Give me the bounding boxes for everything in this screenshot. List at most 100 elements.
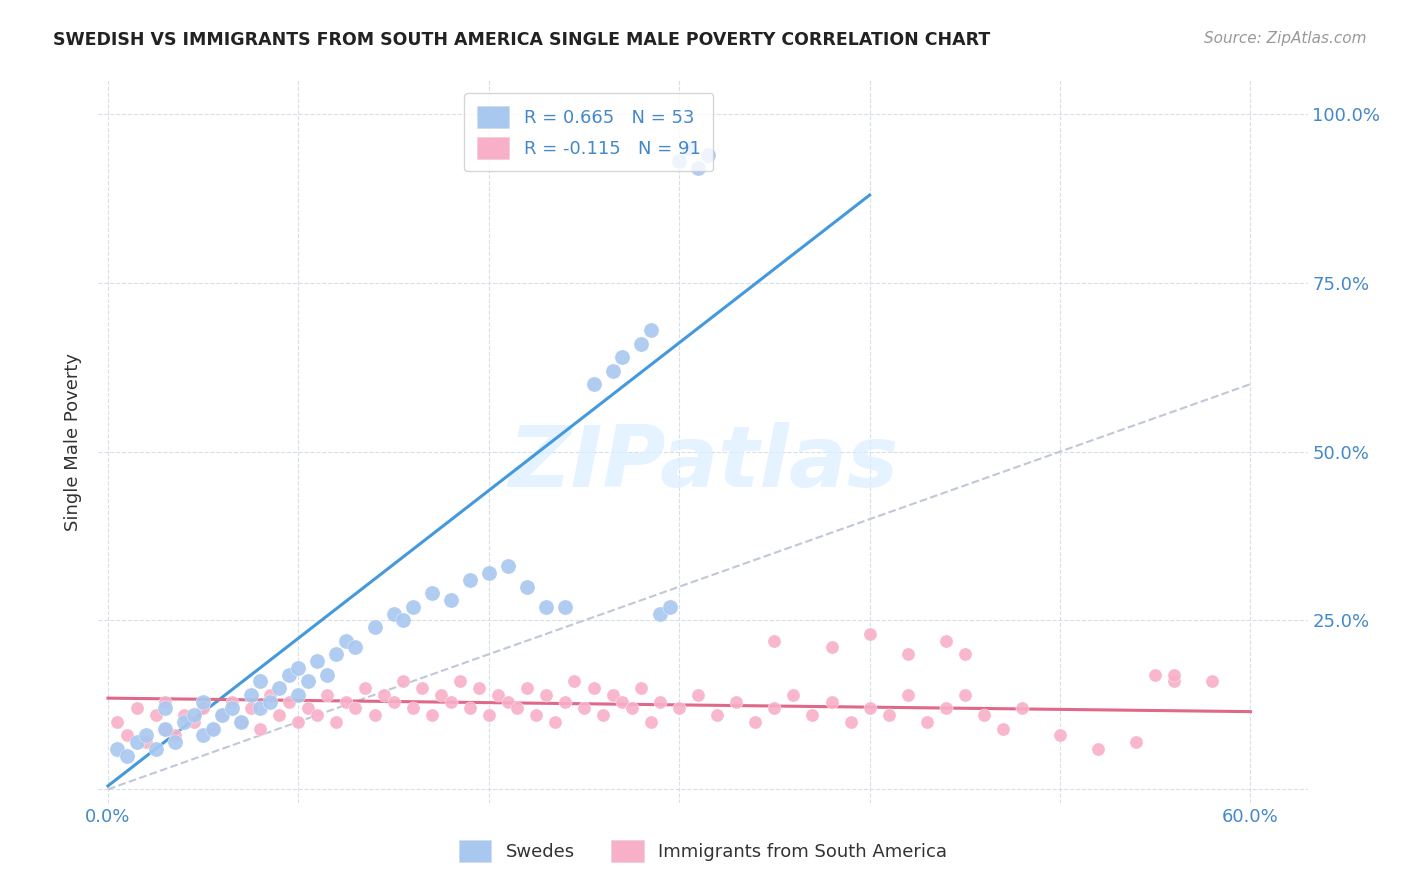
Point <box>564 674 586 689</box>
Point <box>630 336 652 351</box>
Point <box>259 694 281 708</box>
Point <box>335 694 357 708</box>
Point <box>287 661 309 675</box>
Point <box>1049 728 1071 742</box>
Point <box>153 694 176 708</box>
Point <box>153 722 176 736</box>
Point <box>221 694 243 708</box>
Point <box>173 714 195 729</box>
Text: ZIPatlas: ZIPatlas <box>508 422 898 505</box>
Point <box>449 674 471 689</box>
Point <box>125 735 148 749</box>
Point <box>458 573 481 587</box>
Point <box>115 748 138 763</box>
Point <box>363 708 385 723</box>
Text: SWEDISH VS IMMIGRANTS FROM SOUTH AMERICA SINGLE MALE POVERTY CORRELATION CHART: SWEDISH VS IMMIGRANTS FROM SOUTH AMERICA… <box>53 31 991 49</box>
Point <box>650 694 672 708</box>
Point <box>897 647 920 661</box>
Point <box>668 701 690 715</box>
Point <box>640 323 662 337</box>
Point <box>191 694 214 708</box>
Point <box>1011 701 1033 715</box>
Point <box>478 566 501 581</box>
Point <box>496 694 519 708</box>
Point <box>478 708 501 723</box>
Point <box>1144 667 1167 681</box>
Point <box>316 688 339 702</box>
Point <box>486 688 509 702</box>
Point <box>554 694 576 708</box>
Point <box>1201 674 1223 689</box>
Point <box>231 714 253 729</box>
Point <box>269 681 291 695</box>
Point <box>440 593 463 607</box>
Point <box>678 141 700 155</box>
Point <box>249 701 271 715</box>
Point <box>191 728 214 742</box>
Point <box>382 607 405 621</box>
Point <box>801 708 824 723</box>
Point <box>135 728 157 742</box>
Point <box>953 647 976 661</box>
Point <box>877 708 900 723</box>
Point <box>211 708 233 723</box>
Point <box>145 741 167 756</box>
Point <box>991 722 1014 736</box>
Point <box>440 694 463 708</box>
Point <box>183 714 205 729</box>
Y-axis label: Single Male Poverty: Single Male Poverty <box>65 352 83 531</box>
Point <box>401 701 423 715</box>
Point <box>516 681 538 695</box>
Point <box>763 633 786 648</box>
Point <box>221 701 243 715</box>
Point <box>420 586 443 600</box>
Point <box>363 620 385 634</box>
Point <box>935 701 957 715</box>
Point <box>859 701 882 715</box>
Point <box>335 633 357 648</box>
Point <box>135 735 157 749</box>
Point <box>401 599 423 614</box>
Point <box>344 701 367 715</box>
Point <box>259 688 281 702</box>
Point <box>153 722 176 736</box>
Point <box>316 667 339 681</box>
Point <box>107 714 129 729</box>
Point <box>582 377 605 392</box>
Point <box>107 741 129 756</box>
Point <box>211 708 233 723</box>
Point <box>373 688 395 702</box>
Point <box>1087 741 1109 756</box>
Point <box>269 708 291 723</box>
Point <box>297 701 319 715</box>
Point <box>392 674 415 689</box>
Point <box>287 714 309 729</box>
Point <box>1163 667 1185 681</box>
Point <box>630 681 652 695</box>
Point <box>382 694 405 708</box>
Point <box>153 701 176 715</box>
Point <box>392 614 415 628</box>
Point <box>344 640 367 655</box>
Point <box>468 681 491 695</box>
Point <box>307 654 329 668</box>
Point <box>582 681 605 695</box>
Point <box>496 559 519 574</box>
Point <box>125 701 148 715</box>
Point <box>602 364 624 378</box>
Point <box>183 708 205 723</box>
Point <box>163 728 186 742</box>
Point <box>839 714 862 729</box>
Point <box>534 599 557 614</box>
Point <box>287 688 309 702</box>
Point <box>620 701 643 715</box>
Point <box>201 722 224 736</box>
Point <box>411 681 433 695</box>
Point <box>231 714 253 729</box>
Point <box>430 688 453 702</box>
Point <box>534 688 557 702</box>
Point <box>897 688 920 702</box>
Legend: R = 0.665   N = 53, R = -0.115   N = 91: R = 0.665 N = 53, R = -0.115 N = 91 <box>464 93 713 171</box>
Point <box>763 701 786 715</box>
Point <box>420 708 443 723</box>
